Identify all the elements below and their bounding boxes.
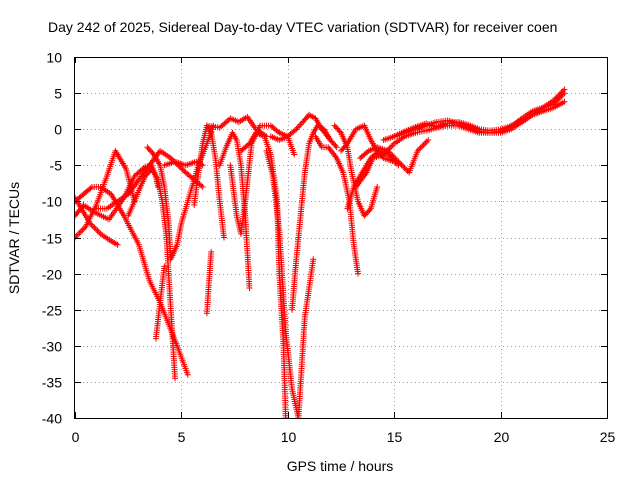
series-sat-18 bbox=[289, 122, 334, 313]
series-markers bbox=[227, 122, 298, 237]
data-layer bbox=[75, 86, 568, 418]
y-tick-label: -15 bbox=[42, 231, 62, 247]
series-sat-11 bbox=[203, 248, 215, 317]
x-tick-label: 5 bbox=[178, 429, 186, 445]
series-markers bbox=[289, 122, 334, 313]
series-markers bbox=[191, 122, 227, 241]
y-tick-label: -20 bbox=[42, 267, 62, 283]
y-tick-label: -30 bbox=[42, 339, 62, 355]
x-tick-label: 25 bbox=[600, 429, 616, 445]
series-markers bbox=[391, 86, 568, 140]
y-tick-label: -10 bbox=[42, 194, 62, 210]
series-sat-09 bbox=[161, 158, 206, 169]
series-sat-08 bbox=[152, 263, 168, 342]
series-markers bbox=[312, 133, 361, 277]
y-tick-label: 10 bbox=[46, 50, 62, 66]
y-tick-label: 0 bbox=[54, 122, 62, 138]
plot-frame bbox=[74, 57, 608, 419]
series-sat-10 bbox=[191, 122, 227, 241]
series-markers bbox=[152, 263, 168, 342]
chart-title: Day 242 of 2025, Sidereal Day-to-day VTE… bbox=[48, 19, 557, 35]
x-tick-label: 20 bbox=[494, 429, 510, 445]
y-tick-label: -25 bbox=[42, 303, 62, 319]
series-sat-02 bbox=[75, 147, 138, 241]
x-tick-label: 15 bbox=[387, 429, 403, 445]
series-sat-16 bbox=[263, 147, 317, 418]
y-tick-label: -5 bbox=[50, 158, 63, 174]
y-tick-label: 5 bbox=[54, 86, 62, 102]
y-tick-label: -35 bbox=[42, 375, 62, 391]
series-markers bbox=[203, 248, 215, 317]
x-axis-label: GPS time / hours bbox=[287, 458, 394, 474]
ticks: 0 5 10 15 20 25 10 5 0 -5 -10 -15 -20 -25 -30 -35 -40 bbox=[42, 50, 616, 446]
x-tick-label: 10 bbox=[281, 429, 297, 445]
series-markers bbox=[331, 122, 381, 219]
x-tick-label: 0 bbox=[72, 429, 80, 445]
series-markers bbox=[263, 147, 317, 418]
series-sat-26 bbox=[391, 86, 568, 140]
y-axis-label: SDTVAR / TECUs bbox=[6, 182, 22, 294]
y-tick-label: -40 bbox=[42, 411, 62, 427]
series-sat-19 bbox=[312, 133, 361, 277]
